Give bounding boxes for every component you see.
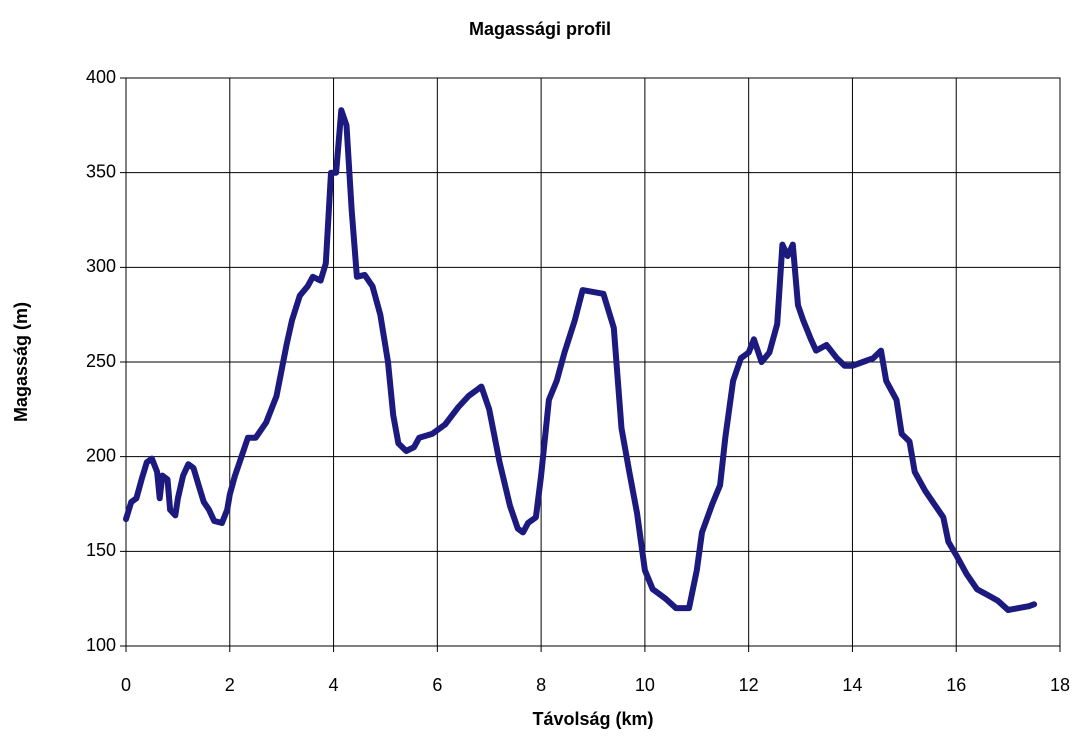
x-tick-label: 12 (739, 675, 759, 695)
x-tick-label: 16 (946, 675, 966, 695)
y-tick-label: 250 (86, 351, 116, 371)
x-tick-label: 18 (1050, 675, 1070, 695)
x-tick-label: 8 (536, 675, 546, 695)
y-tick-label: 200 (86, 445, 116, 465)
x-tick-label: 0 (121, 675, 131, 695)
line (123, 107, 1038, 613)
y-tick-label: 350 (86, 161, 116, 181)
x-tick-label: 10 (635, 675, 655, 695)
y-tick-label: 100 (86, 635, 116, 655)
plot-border (125, 77, 1061, 647)
y-axis-title: Magasság (m) (11, 302, 31, 422)
x-axis-title: Távolság (km) (532, 709, 653, 729)
y-tick-label: 150 (86, 540, 116, 560)
y-tick-label: 400 (86, 67, 116, 87)
x-tick-label: 14 (842, 675, 862, 695)
x-tick-label: 6 (432, 675, 442, 695)
y-tick-label: 300 (86, 256, 116, 276)
chart-title: Magassági profil (469, 19, 611, 39)
x-tick-label: 2 (225, 675, 235, 695)
x-tick-label: 4 (329, 675, 339, 695)
